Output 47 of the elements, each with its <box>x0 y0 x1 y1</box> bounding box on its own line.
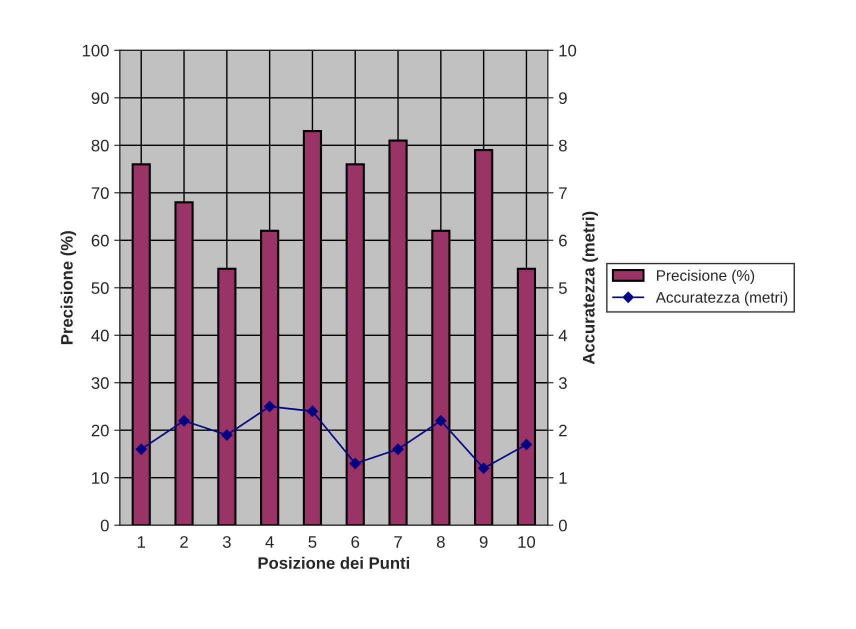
point <box>350 458 361 470</box>
y2-tick-label: 8 <box>558 140 567 152</box>
y2-tick-label: 6 <box>559 234 567 246</box>
y-tick-label: 60 <box>92 234 109 246</box>
y-tick-label: 100 <box>82 44 109 57</box>
y-tick-label: 40 <box>91 330 109 342</box>
y-tick-label: 0 <box>100 520 109 532</box>
point <box>478 462 490 474</box>
y2-tick-label: 0 <box>558 520 567 532</box>
x-tick-label: 9 <box>480 536 488 548</box>
point <box>136 444 147 455</box>
x-tick-label: 8 <box>436 536 445 548</box>
point <box>178 415 190 426</box>
y2-tick-label: 1 <box>560 472 567 484</box>
point <box>221 429 232 441</box>
y-tick-label: 10 <box>92 472 109 484</box>
x-tick-label: 4 <box>265 536 274 548</box>
y2-tick-label: 7 <box>559 187 567 199</box>
y2-tick-label: 9 <box>559 92 567 104</box>
point <box>306 406 318 417</box>
y2-axis-title: Accuratezza (metri) <box>582 212 598 364</box>
y-tick-label: 50 <box>92 282 109 294</box>
y2-tick-label: 5 <box>558 282 567 294</box>
y2-tick-label: 10 <box>560 44 576 57</box>
y-axis-title: Precisione (%) <box>60 231 76 344</box>
x-tick-label: 6 <box>351 536 360 548</box>
x-tick-label: 7 <box>394 536 402 548</box>
x-axis-title: Posizione dei Punti <box>258 556 410 569</box>
point <box>264 400 276 412</box>
point <box>392 444 404 455</box>
x-tick-label: 2 <box>180 536 188 548</box>
y-tick-label: 80 <box>92 140 109 152</box>
y2-tick-label: 4 <box>558 330 568 342</box>
x-tick-label: 10 <box>518 536 536 548</box>
x-tick-label: 1 <box>138 536 146 548</box>
legend-label: Accuratezza (metri) <box>656 292 788 306</box>
x-tick-label: 5 <box>308 536 316 548</box>
y-tick-label: 70 <box>92 187 109 199</box>
x-tick-label: 3 <box>222 536 231 548</box>
legend-label: Precisione (%) <box>656 270 754 284</box>
point <box>520 438 532 450</box>
y2-tick-label: 2 <box>559 424 567 436</box>
point <box>435 415 446 426</box>
y-tick-label: 20 <box>92 424 109 436</box>
y-tick-label: 90 <box>92 92 109 104</box>
y2-tick-label: 3 <box>558 377 567 389</box>
y-tick-label: 30 <box>92 377 109 389</box>
